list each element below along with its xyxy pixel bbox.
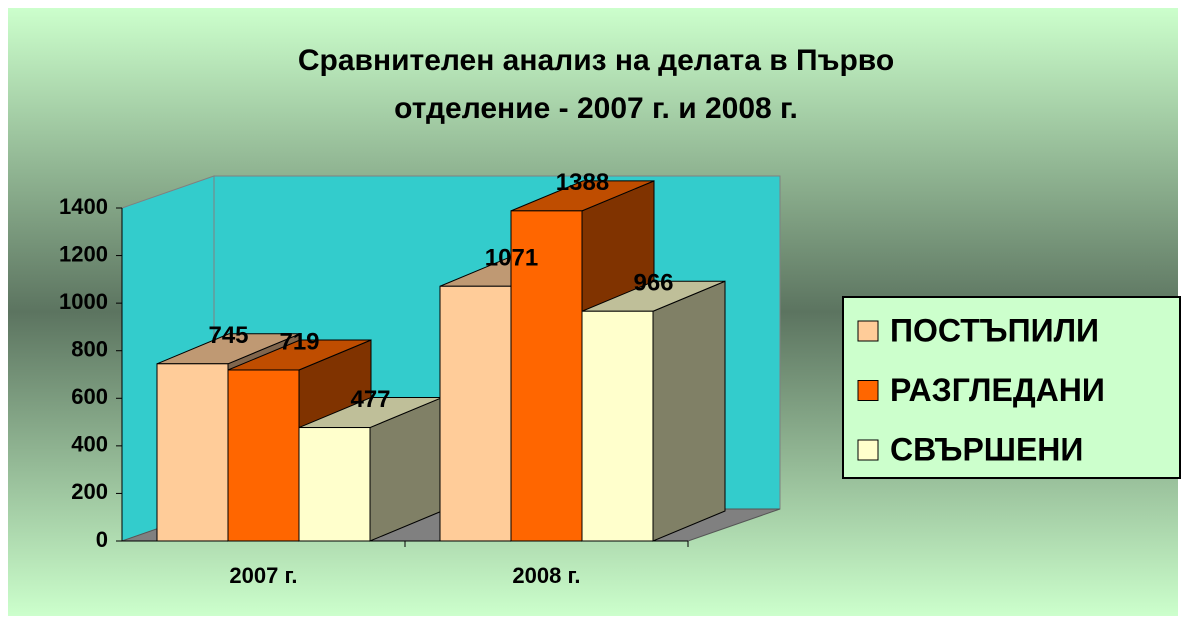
y-tick-label: 1200 (59, 241, 108, 266)
legend-label: РАЗГЛЕДАНИ (890, 372, 1105, 408)
bar (227, 369, 300, 542)
bar (510, 210, 583, 542)
x-tick-label: 2007 г. (229, 563, 297, 588)
legend-swatch (857, 439, 879, 461)
chart-subtitle: отделение - 2007 г. и 2008 г. (394, 92, 798, 125)
bar (298, 427, 371, 542)
legend-label: ПОСТЪПИЛИ (890, 312, 1099, 348)
legend-swatch (857, 320, 879, 342)
y-tick-label: 0 (96, 527, 108, 552)
bar-side (652, 280, 726, 542)
bar (439, 285, 512, 542)
y-tick-label: 1400 (59, 194, 108, 219)
data-label: 719 (279, 328, 319, 355)
y-tick-label: 400 (71, 432, 108, 457)
y-tick-label: 1000 (59, 289, 108, 314)
legend-swatch (857, 380, 879, 401)
bar (581, 310, 654, 542)
data-label: 745 (208, 322, 248, 349)
legend-label: СВЪРШЕНИ (890, 431, 1083, 467)
y-tick-label: 200 (71, 479, 108, 504)
legend (842, 296, 1181, 479)
chart-title: Сравнителен анализ на делата в Първо (298, 44, 894, 77)
data-label: 1388 (556, 169, 609, 196)
x-tick-label: 2008 г. (512, 563, 580, 588)
data-label: 966 (633, 270, 673, 297)
bar (156, 363, 229, 542)
y-tick-label: 800 (71, 337, 108, 362)
y-tick-label: 600 (71, 384, 108, 409)
data-label: 477 (350, 386, 390, 413)
data-label: 1071 (485, 245, 538, 272)
